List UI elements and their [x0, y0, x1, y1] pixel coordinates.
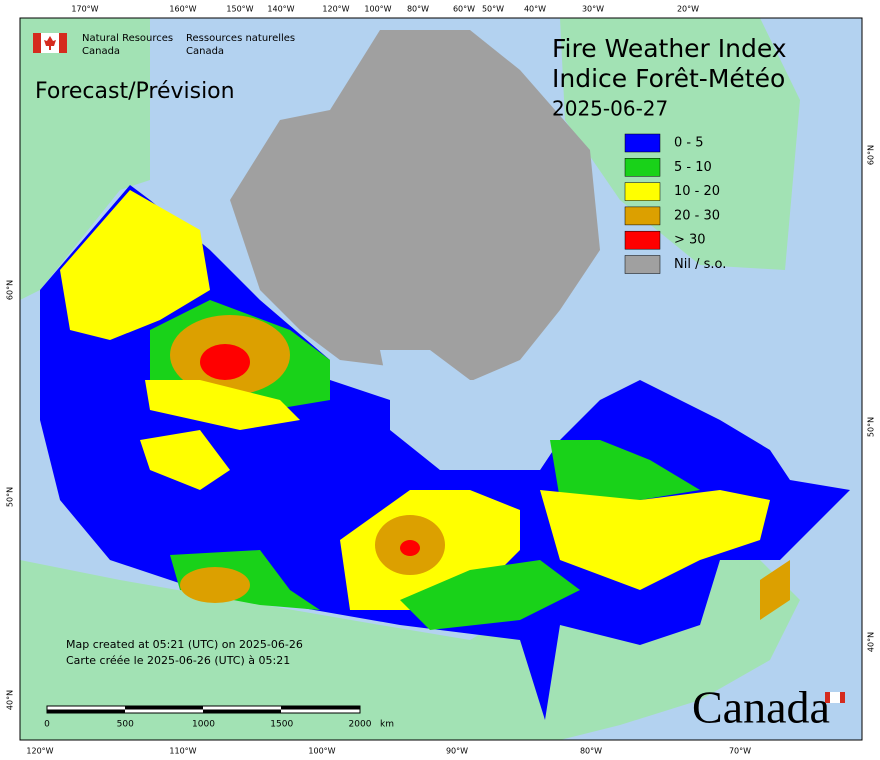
longitude-label: 150°W	[226, 5, 253, 14]
longitude-label: 40°W	[524, 5, 546, 14]
scale-label: 1000	[192, 720, 215, 730]
flag-bar	[59, 33, 67, 53]
scale-unit: km	[380, 720, 394, 730]
maple-leaf	[44, 36, 56, 50]
scale-bar-segment	[281, 706, 360, 710]
scale-label: 2000	[349, 720, 372, 730]
longitude-label: 100°W	[308, 747, 335, 756]
logo	[33, 33, 67, 53]
zone-yellow	[540, 490, 770, 590]
longitude-label: 70°W	[729, 747, 751, 756]
longitude-label: 80°W	[580, 747, 602, 756]
latitude-label: 60°N	[6, 280, 15, 300]
legend-swatch	[624, 230, 661, 250]
zone-orange	[180, 567, 250, 603]
zone-red	[200, 344, 250, 380]
longitude-label: 100°W	[364, 5, 391, 14]
zone-orange	[760, 560, 790, 620]
scale-bar-segment	[47, 709, 125, 713]
agency-en: Natural Resources	[82, 33, 173, 44]
scale-bar-segment	[203, 709, 281, 713]
latitude-label: 50°N	[867, 417, 876, 437]
legend-swatch	[624, 158, 661, 177]
legend-swatch	[624, 255, 661, 274]
longitude-label: 120°W	[26, 747, 53, 756]
zone-green	[550, 440, 700, 500]
zone-yellow	[60, 190, 210, 340]
wordmark-flag	[830, 692, 840, 703]
map-frame	[19, 17, 863, 741]
agency-fr: Ressources naturelles	[186, 33, 295, 44]
scale-label: 500	[117, 720, 134, 730]
legend-swatch	[624, 182, 661, 201]
longitude-label: 120°W	[322, 5, 349, 14]
united-states	[20, 560, 800, 740]
legend-label: 0 - 5	[674, 136, 704, 151]
title: Indice Forêt-Météo	[552, 64, 785, 93]
zone-yellow	[140, 430, 230, 490]
agency-en: Canada	[82, 46, 120, 57]
hudson-bay	[380, 350, 560, 470]
title: Fire Weather Index	[552, 34, 787, 63]
longitude-label: 80°W	[407, 5, 429, 14]
legend-label: > 30	[674, 233, 706, 248]
legend-swatch	[624, 206, 661, 226]
scale-label: 0	[44, 720, 50, 730]
longitude-label: 20°W	[677, 5, 699, 14]
wordmark: Canada	[692, 682, 830, 733]
scale-bar	[46, 705, 361, 714]
legend-label: 20 - 30	[674, 208, 720, 223]
zone-yellow	[145, 380, 300, 430]
map-layers	[20, 18, 862, 740]
forecast-label: Forecast/Prévision	[35, 79, 235, 104]
date: 2025-06-27	[552, 97, 668, 121]
footer-note: Map created at 05:21 (UTC) on 2025-06-26	[66, 638, 303, 651]
greenland	[560, 18, 800, 270]
flag-bar	[33, 33, 41, 53]
longitude-label: 90°W	[446, 747, 468, 756]
latitude-label: 40°N	[6, 690, 15, 710]
scale-bar-segment	[125, 706, 203, 710]
legend-label: 5 - 10	[674, 160, 712, 175]
longitude-label: 60°W	[453, 5, 475, 14]
zone-green	[400, 560, 580, 630]
longitude-label: 30°W	[582, 5, 604, 14]
zone-red	[400, 540, 420, 556]
longitude-label: 170°W	[71, 5, 98, 14]
latitude-label: 40°N	[867, 632, 876, 652]
longitude-label: 140°W	[267, 5, 294, 14]
agency-fr: Canada	[186, 46, 224, 57]
legend-label: 10 - 20	[674, 184, 720, 199]
longitude-label: 160°W	[169, 5, 196, 14]
footer-note: Carte créée le 2025-06-26 (UTC) à 05:21	[66, 654, 290, 667]
latitude-label: 50°N	[6, 487, 15, 507]
longitude-label: 50°W	[482, 5, 504, 14]
scale-label: 1500	[270, 720, 293, 730]
alaska	[20, 18, 150, 300]
legend-label: Nil / s.o.	[674, 257, 726, 272]
latitude-label: 60°N	[867, 145, 876, 165]
longitude-label: 110°W	[169, 747, 196, 756]
legend-swatch	[624, 133, 661, 153]
arctic-islands	[230, 30, 600, 390]
